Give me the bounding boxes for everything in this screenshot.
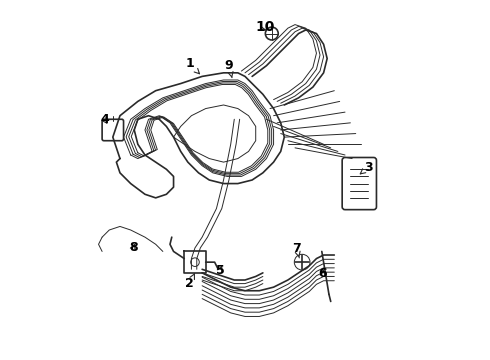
Text: 4: 4	[100, 113, 109, 126]
Text: 7: 7	[293, 242, 301, 258]
Text: 2: 2	[185, 274, 195, 290]
Text: 9: 9	[224, 59, 233, 78]
Text: 1: 1	[185, 57, 199, 74]
Text: 3: 3	[360, 161, 372, 174]
Text: 10: 10	[255, 20, 274, 34]
Text: 6: 6	[318, 267, 327, 280]
Text: 8: 8	[129, 241, 138, 255]
Text: 5: 5	[216, 264, 224, 276]
